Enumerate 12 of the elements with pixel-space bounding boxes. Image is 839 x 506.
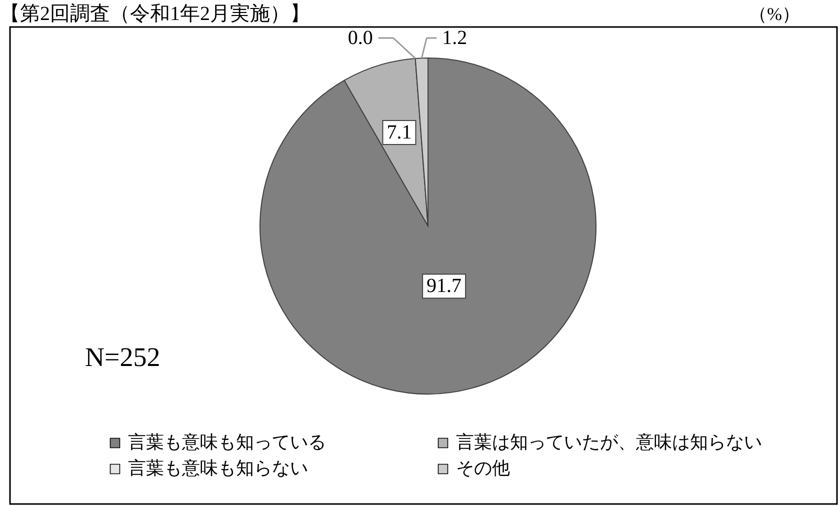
data-label: 1.2 xyxy=(442,27,468,49)
pie-slice xyxy=(260,58,596,394)
chart-title: 【第2回調査（令和1年2月実施）】 xyxy=(0,2,310,25)
legend-label: 言葉も意味も知っている xyxy=(128,432,326,452)
data-label: 91.7 xyxy=(426,275,462,298)
text: N=252 xyxy=(85,342,160,372)
legend-label: 言葉も意味も知らない xyxy=(128,458,308,478)
text: 0.0 xyxy=(348,27,373,49)
text: （%） xyxy=(749,4,800,24)
legend-label: その他 xyxy=(456,458,510,478)
legend-label: 言葉は知っていたが、意味は知らない xyxy=(456,432,762,452)
data-label: 7.1 xyxy=(386,122,412,144)
